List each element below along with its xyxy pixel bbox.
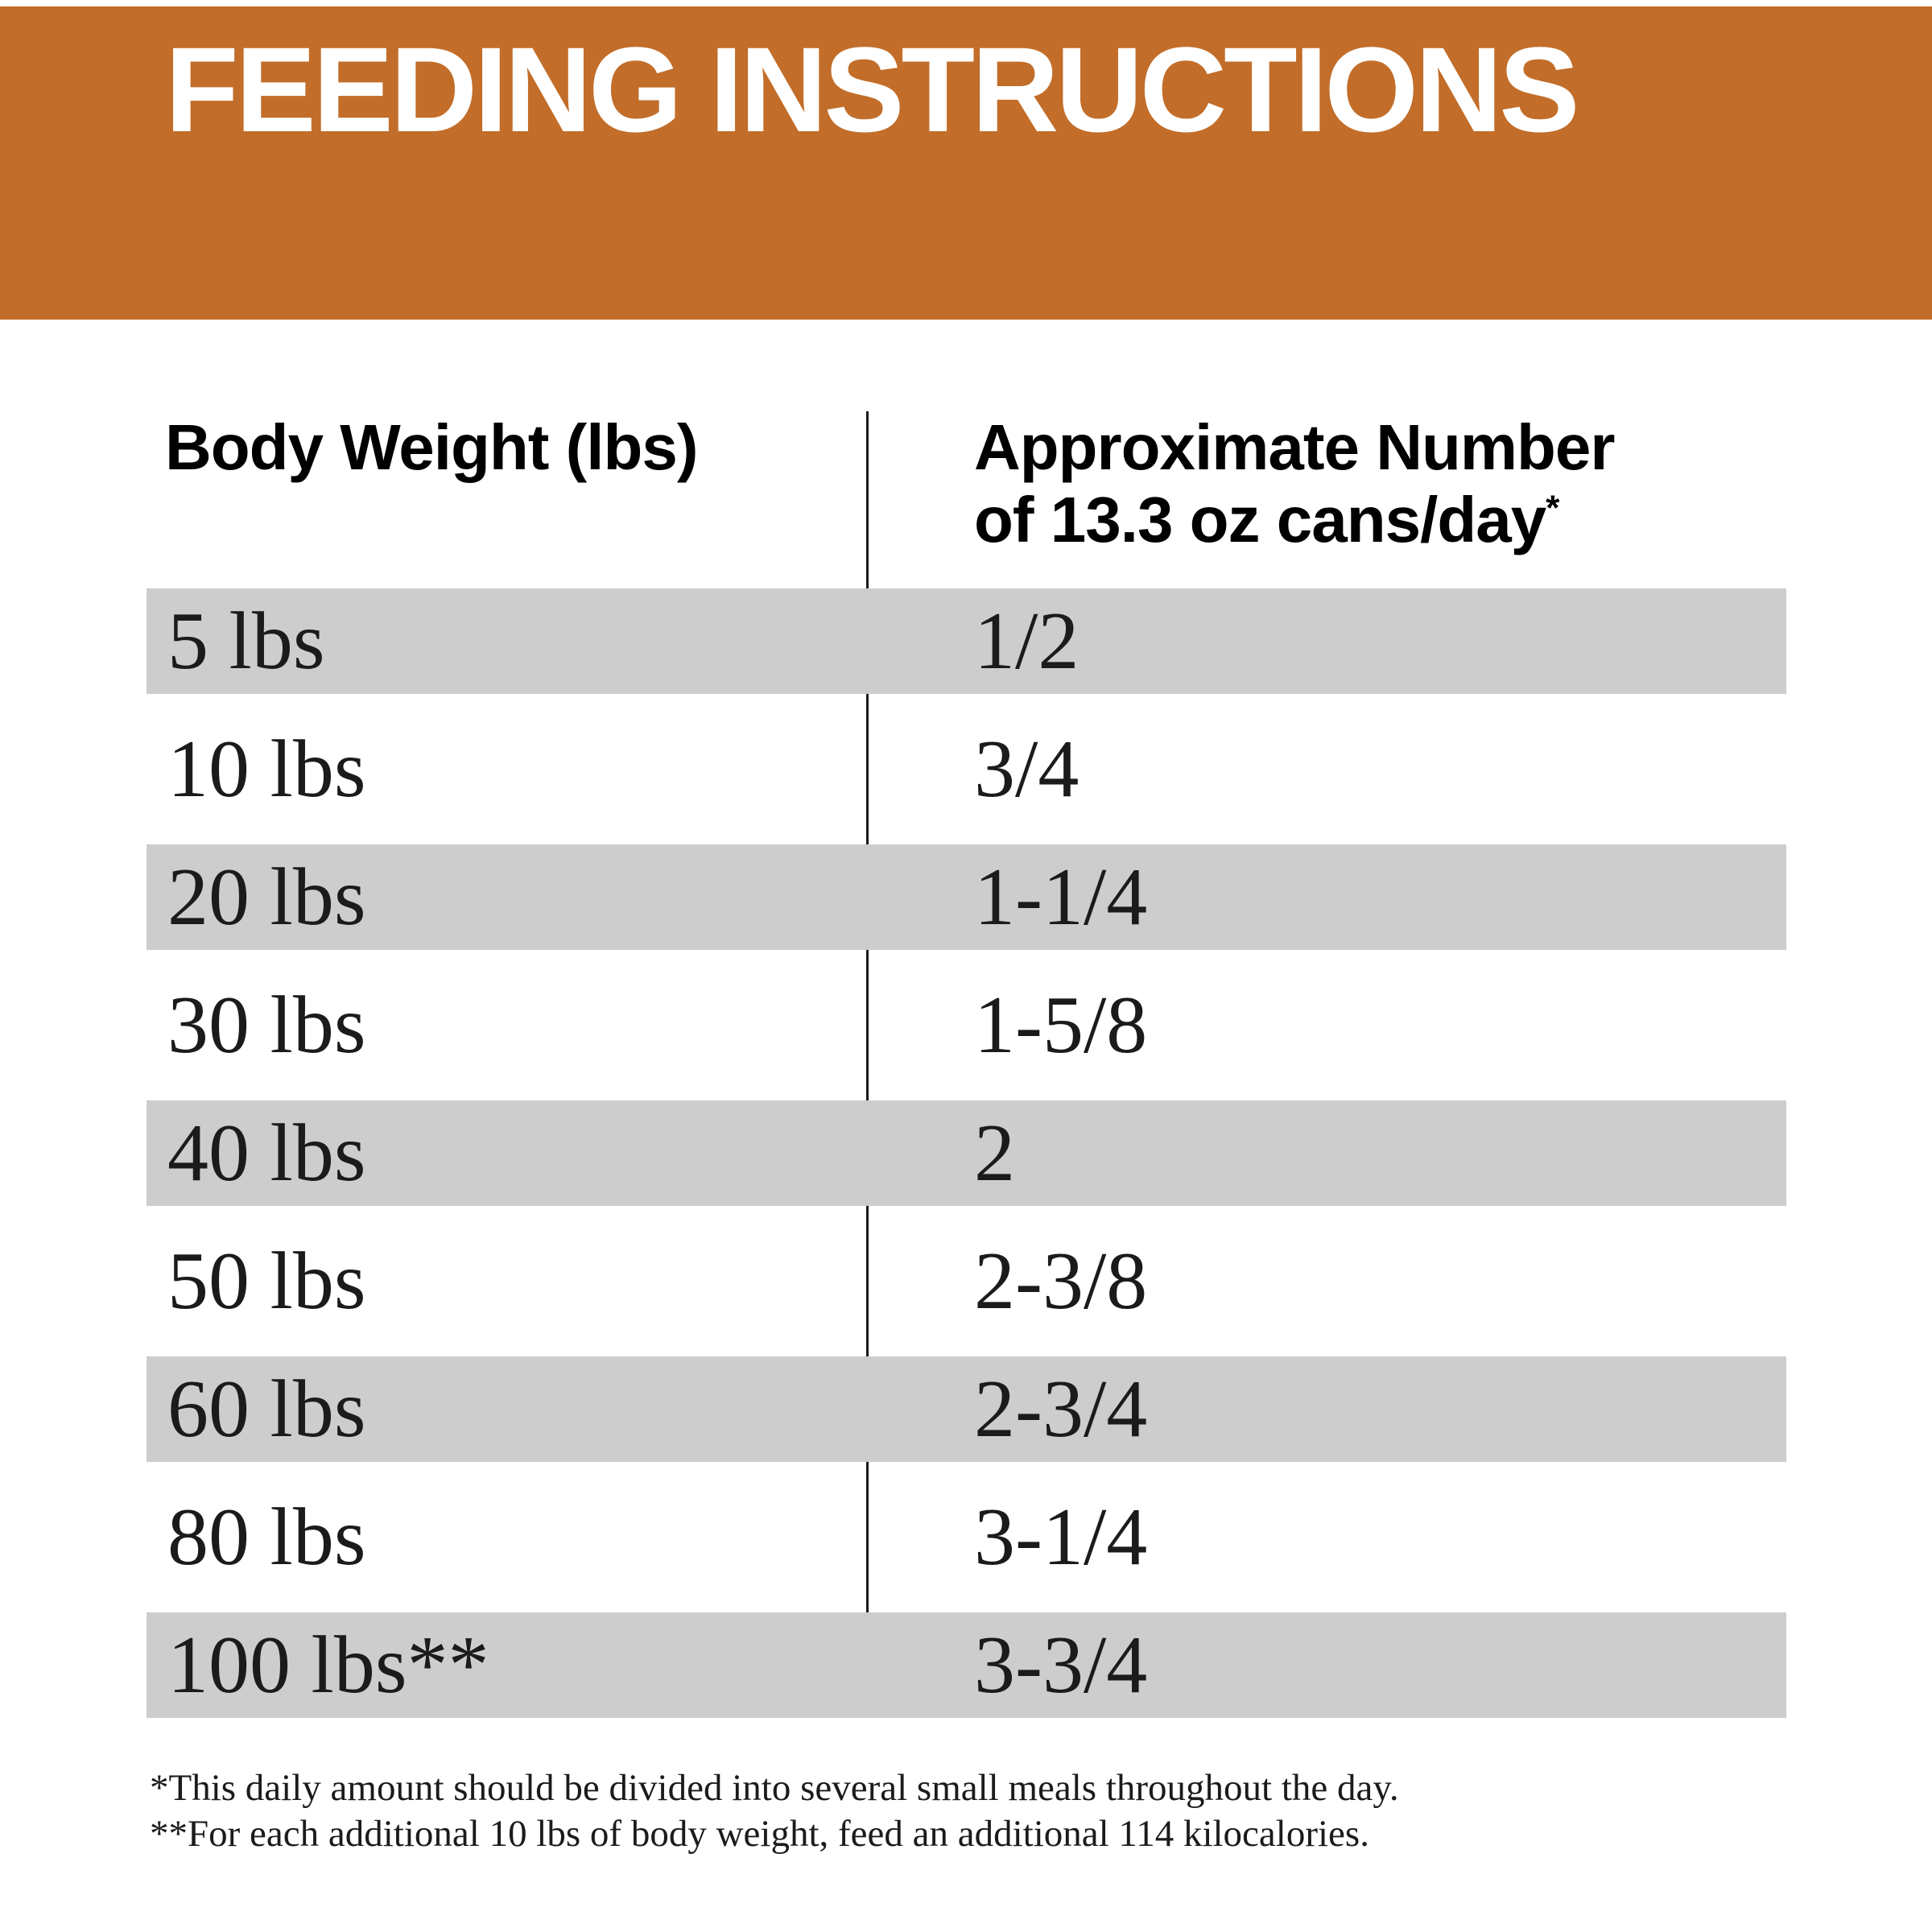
footnote-daily-amount: *This daily amount should be divided int… [150, 1767, 1399, 1809]
cell-body-weight: 80 lbs [167, 1492, 366, 1583]
table-row-30lbs: 30 lbs 1-5/8 [147, 950, 1786, 1100]
table-row-80lbs: 80 lbs 3-1/4 [147, 1462, 1786, 1612]
cell-body-weight: 30 lbs [167, 980, 366, 1071]
cell-cans-per-day: 3/4 [974, 724, 1080, 815]
table-row-5lbs: 5 lbs 1/2 [147, 588, 1786, 694]
cell-cans-per-day: 1/2 [974, 596, 1080, 687]
column-header-body-weight: Body Weight (lbs) [165, 411, 698, 483]
cell-body-weight: 100 lbs** [167, 1620, 489, 1711]
footnote-marker-asterisk: * [1546, 488, 1559, 528]
page-title: FEEDING INSTRUCTIONS [165, 22, 1579, 157]
cell-body-weight: 10 lbs [167, 724, 366, 815]
cell-body-weight: 5 lbs [167, 596, 325, 687]
column-header-cans-line1: Approximate Number [974, 411, 1615, 483]
table-row-20lbs: 20 lbs 1-1/4 [147, 844, 1786, 950]
table-row-60lbs: 60 lbs 2-3/4 [147, 1356, 1786, 1462]
cell-cans-per-day: 3-3/4 [974, 1620, 1148, 1711]
table-row-50lbs: 50 lbs 2-3/8 [147, 1206, 1786, 1356]
table-row-10lbs: 10 lbs 3/4 [147, 694, 1786, 844]
column-divider-line [866, 411, 869, 1718]
cell-cans-per-day: 2-3/8 [974, 1236, 1148, 1327]
column-header-cans-line2: of 13.3 oz cans/day [974, 484, 1546, 555]
cell-cans-per-day: 2 [974, 1108, 1015, 1199]
table-row-100lbs: 100 lbs** 3-3/4 [147, 1612, 1786, 1718]
cell-cans-per-day: 1-1/4 [974, 852, 1148, 943]
cell-cans-per-day: 3-1/4 [974, 1492, 1148, 1583]
footnote-additional-weight: **For each additional 10 lbs of body wei… [150, 1813, 1369, 1855]
header-band: FEEDING INSTRUCTIONS [0, 6, 1932, 320]
cell-cans-per-day: 1-5/8 [974, 980, 1148, 1071]
table-row-40lbs: 40 lbs 2 [147, 1100, 1786, 1206]
cell-body-weight: 50 lbs [167, 1236, 366, 1327]
cell-body-weight: 60 lbs [167, 1364, 366, 1455]
footnotes: *This daily amount should be divided int… [150, 1765, 1399, 1857]
cell-body-weight: 40 lbs [167, 1108, 366, 1199]
cell-cans-per-day: 2-3/4 [974, 1364, 1148, 1455]
column-header-cans-per-day: Approximate Number of 13.3 oz cans/day* [974, 411, 1615, 556]
cell-body-weight: 20 lbs [167, 852, 366, 943]
